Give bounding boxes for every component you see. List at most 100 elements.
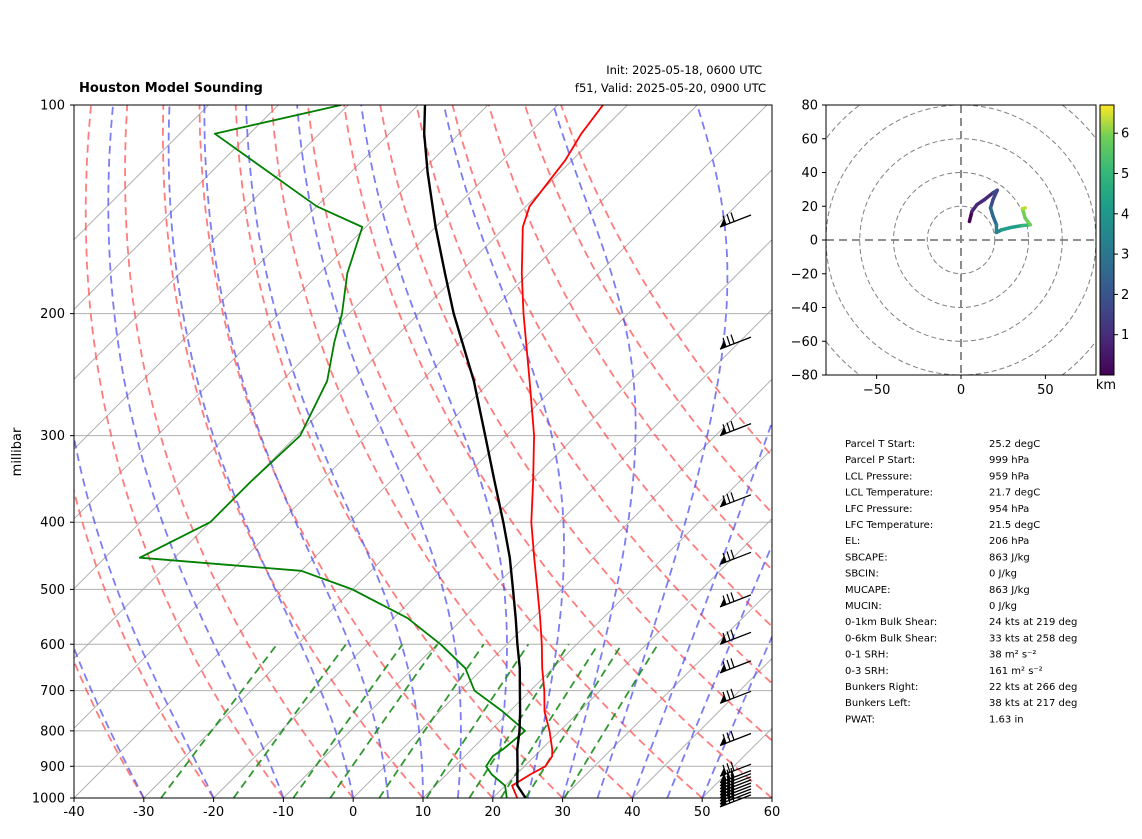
init-time: Init: 2025-05-18, 0600 UTC bbox=[606, 63, 762, 77]
x-tick-label: 0 bbox=[349, 805, 357, 820]
parameter-value: 959 hPa bbox=[989, 471, 1029, 482]
parameter-label: Parcel P Start: bbox=[845, 455, 915, 466]
isotherm-line bbox=[74, 105, 628, 660]
colorbar-tick-label: 3 bbox=[1121, 248, 1129, 263]
x-tick-label: -40 bbox=[63, 805, 84, 820]
isotherm-line bbox=[562, 587, 772, 798]
parameter-label: LFC Temperature: bbox=[845, 520, 933, 531]
parameter-label: EL: bbox=[845, 536, 860, 547]
colorbar-label: km bbox=[1096, 378, 1116, 393]
hodo-y-tick-label: 40 bbox=[801, 166, 818, 181]
colorbar-tick-label: 2 bbox=[1121, 288, 1129, 303]
temperature-profile bbox=[511, 105, 604, 798]
hodo-y-tick-label: 0 bbox=[810, 234, 818, 249]
hodo-y-tick-label: −60 bbox=[791, 335, 818, 350]
dry-adiabat bbox=[84, 105, 285, 798]
wind-barb bbox=[719, 549, 752, 565]
dry-adiabat bbox=[74, 487, 215, 798]
parameter-label: LCL Pressure: bbox=[845, 471, 912, 482]
parameter-label: 0-1km Bulk Shear: bbox=[845, 617, 937, 628]
parameter-value: 22 kts at 266 deg bbox=[989, 682, 1077, 693]
parameter-label: 0-1 SRH: bbox=[845, 650, 889, 661]
mixing-ratio-line bbox=[563, 643, 659, 798]
colorbar-tick-label: 4 bbox=[1121, 207, 1129, 222]
x-tick-label: -30 bbox=[133, 805, 154, 820]
dewpoint-profile bbox=[138, 105, 526, 798]
mixing-ratio-line bbox=[425, 643, 530, 798]
parameter-label: PWAT: bbox=[845, 714, 875, 725]
parameter-value: 24 kts at 219 deg bbox=[989, 617, 1077, 628]
dry-adiabat bbox=[307, 105, 703, 798]
parameter-table: Parcel T Start: 25.2 degC Parcel P Start: 9… bbox=[845, 439, 1077, 725]
parameter-value: 863 J/kg bbox=[989, 552, 1030, 563]
chart-title: Houston Model Sounding bbox=[79, 81, 263, 96]
dry-adiabat bbox=[343, 105, 772, 798]
parameter-value: 1.63 in bbox=[989, 714, 1024, 725]
wind-barb bbox=[719, 212, 752, 228]
hodo-x-tick-label: 50 bbox=[1037, 383, 1054, 398]
y-tick-label: 800 bbox=[40, 724, 65, 739]
y-tick-label: 1000 bbox=[32, 792, 65, 807]
parameter-label: Bunkers Left: bbox=[845, 698, 911, 709]
parameter-value: 25.2 degC bbox=[989, 439, 1040, 450]
x-tick-label: 30 bbox=[554, 805, 571, 820]
x-tick-label: 40 bbox=[624, 805, 641, 820]
isotherm-line bbox=[632, 657, 772, 798]
wind-barb bbox=[719, 420, 752, 437]
dry-adiabat bbox=[198, 105, 494, 798]
moist-adiabat bbox=[245, 105, 424, 798]
hodograph-ring bbox=[926, 205, 996, 275]
wind-barb bbox=[719, 792, 752, 808]
mixing-ratio-line bbox=[292, 643, 404, 798]
x-tick-label: 20 bbox=[485, 805, 502, 820]
colorbar-ticks: 1 2 3 4 5 6 bbox=[1114, 127, 1129, 343]
y-tick-label: 700 bbox=[40, 684, 65, 699]
hodograph-axis-ticks: −50 0 50 −80 −60 −40 −20 0 20 40 60 80 bbox=[791, 99, 1054, 399]
mixing-ratio-line bbox=[500, 643, 600, 798]
y-axis-label: millibar bbox=[10, 427, 25, 476]
mixing-ratio-line bbox=[232, 643, 347, 798]
dry-adiabat bbox=[415, 105, 772, 685]
isotherm-line bbox=[771, 797, 772, 798]
wind-barb bbox=[719, 761, 752, 777]
moist-adiabat bbox=[203, 105, 389, 798]
isotherm-line bbox=[213, 238, 772, 798]
colorbar bbox=[1099, 104, 1115, 376]
hodograph-rings bbox=[826, 105, 1096, 375]
dry-adiabat bbox=[124, 105, 354, 798]
parameter-label: SBCAPE: bbox=[845, 552, 888, 563]
isotherm-line bbox=[74, 105, 558, 590]
moist-adiabat bbox=[596, 105, 729, 798]
y-tick-label: 600 bbox=[40, 638, 65, 653]
parameter-value: 0 J/kg bbox=[989, 569, 1017, 580]
hodo-x-tick-label: 0 bbox=[957, 383, 965, 398]
parameter-label: MUCAPE: bbox=[845, 585, 891, 596]
isotherm-line bbox=[143, 169, 772, 798]
x-tick-label: -10 bbox=[273, 805, 294, 820]
hodo-y-tick-label: 80 bbox=[801, 99, 818, 114]
moist-adiabat bbox=[443, 105, 565, 798]
parameter-value: 863 J/kg bbox=[989, 585, 1030, 596]
hodograph-segment bbox=[982, 191, 995, 202]
parameter-label: SBCIN: bbox=[845, 569, 879, 580]
isotherm-line bbox=[74, 105, 489, 520]
parameter-label: 0-6km Bulk Shear: bbox=[845, 633, 937, 644]
hodo-y-tick-label: −80 bbox=[791, 369, 818, 384]
x-tick-label: 60 bbox=[764, 805, 781, 820]
hodo-y-tick-label: 20 bbox=[801, 200, 818, 215]
dry-adiabat bbox=[74, 658, 145, 798]
dry-adiabat bbox=[379, 105, 772, 742]
moist-adiabat bbox=[666, 543, 772, 798]
mixing-ratio-line bbox=[525, 643, 623, 798]
moist-adiabat bbox=[167, 105, 355, 798]
mixing-ratio-line bbox=[378, 643, 485, 798]
isotherm-line bbox=[74, 105, 419, 450]
dry-adiabat bbox=[524, 105, 772, 515]
mixing-ratio-line bbox=[160, 643, 278, 798]
mixing-ratio-line bbox=[468, 643, 570, 798]
y-tick-label: 900 bbox=[40, 760, 65, 775]
colorbar-tick-label: 6 bbox=[1121, 127, 1129, 142]
skewt-axis-ticks: -40 -30 -20 -10 0 10 20 30 40 50 60 100 200 300 400 500… bbox=[32, 99, 780, 821]
mixing-ratio-line bbox=[329, 643, 439, 798]
hodo-y-tick-label: 60 bbox=[801, 132, 818, 147]
